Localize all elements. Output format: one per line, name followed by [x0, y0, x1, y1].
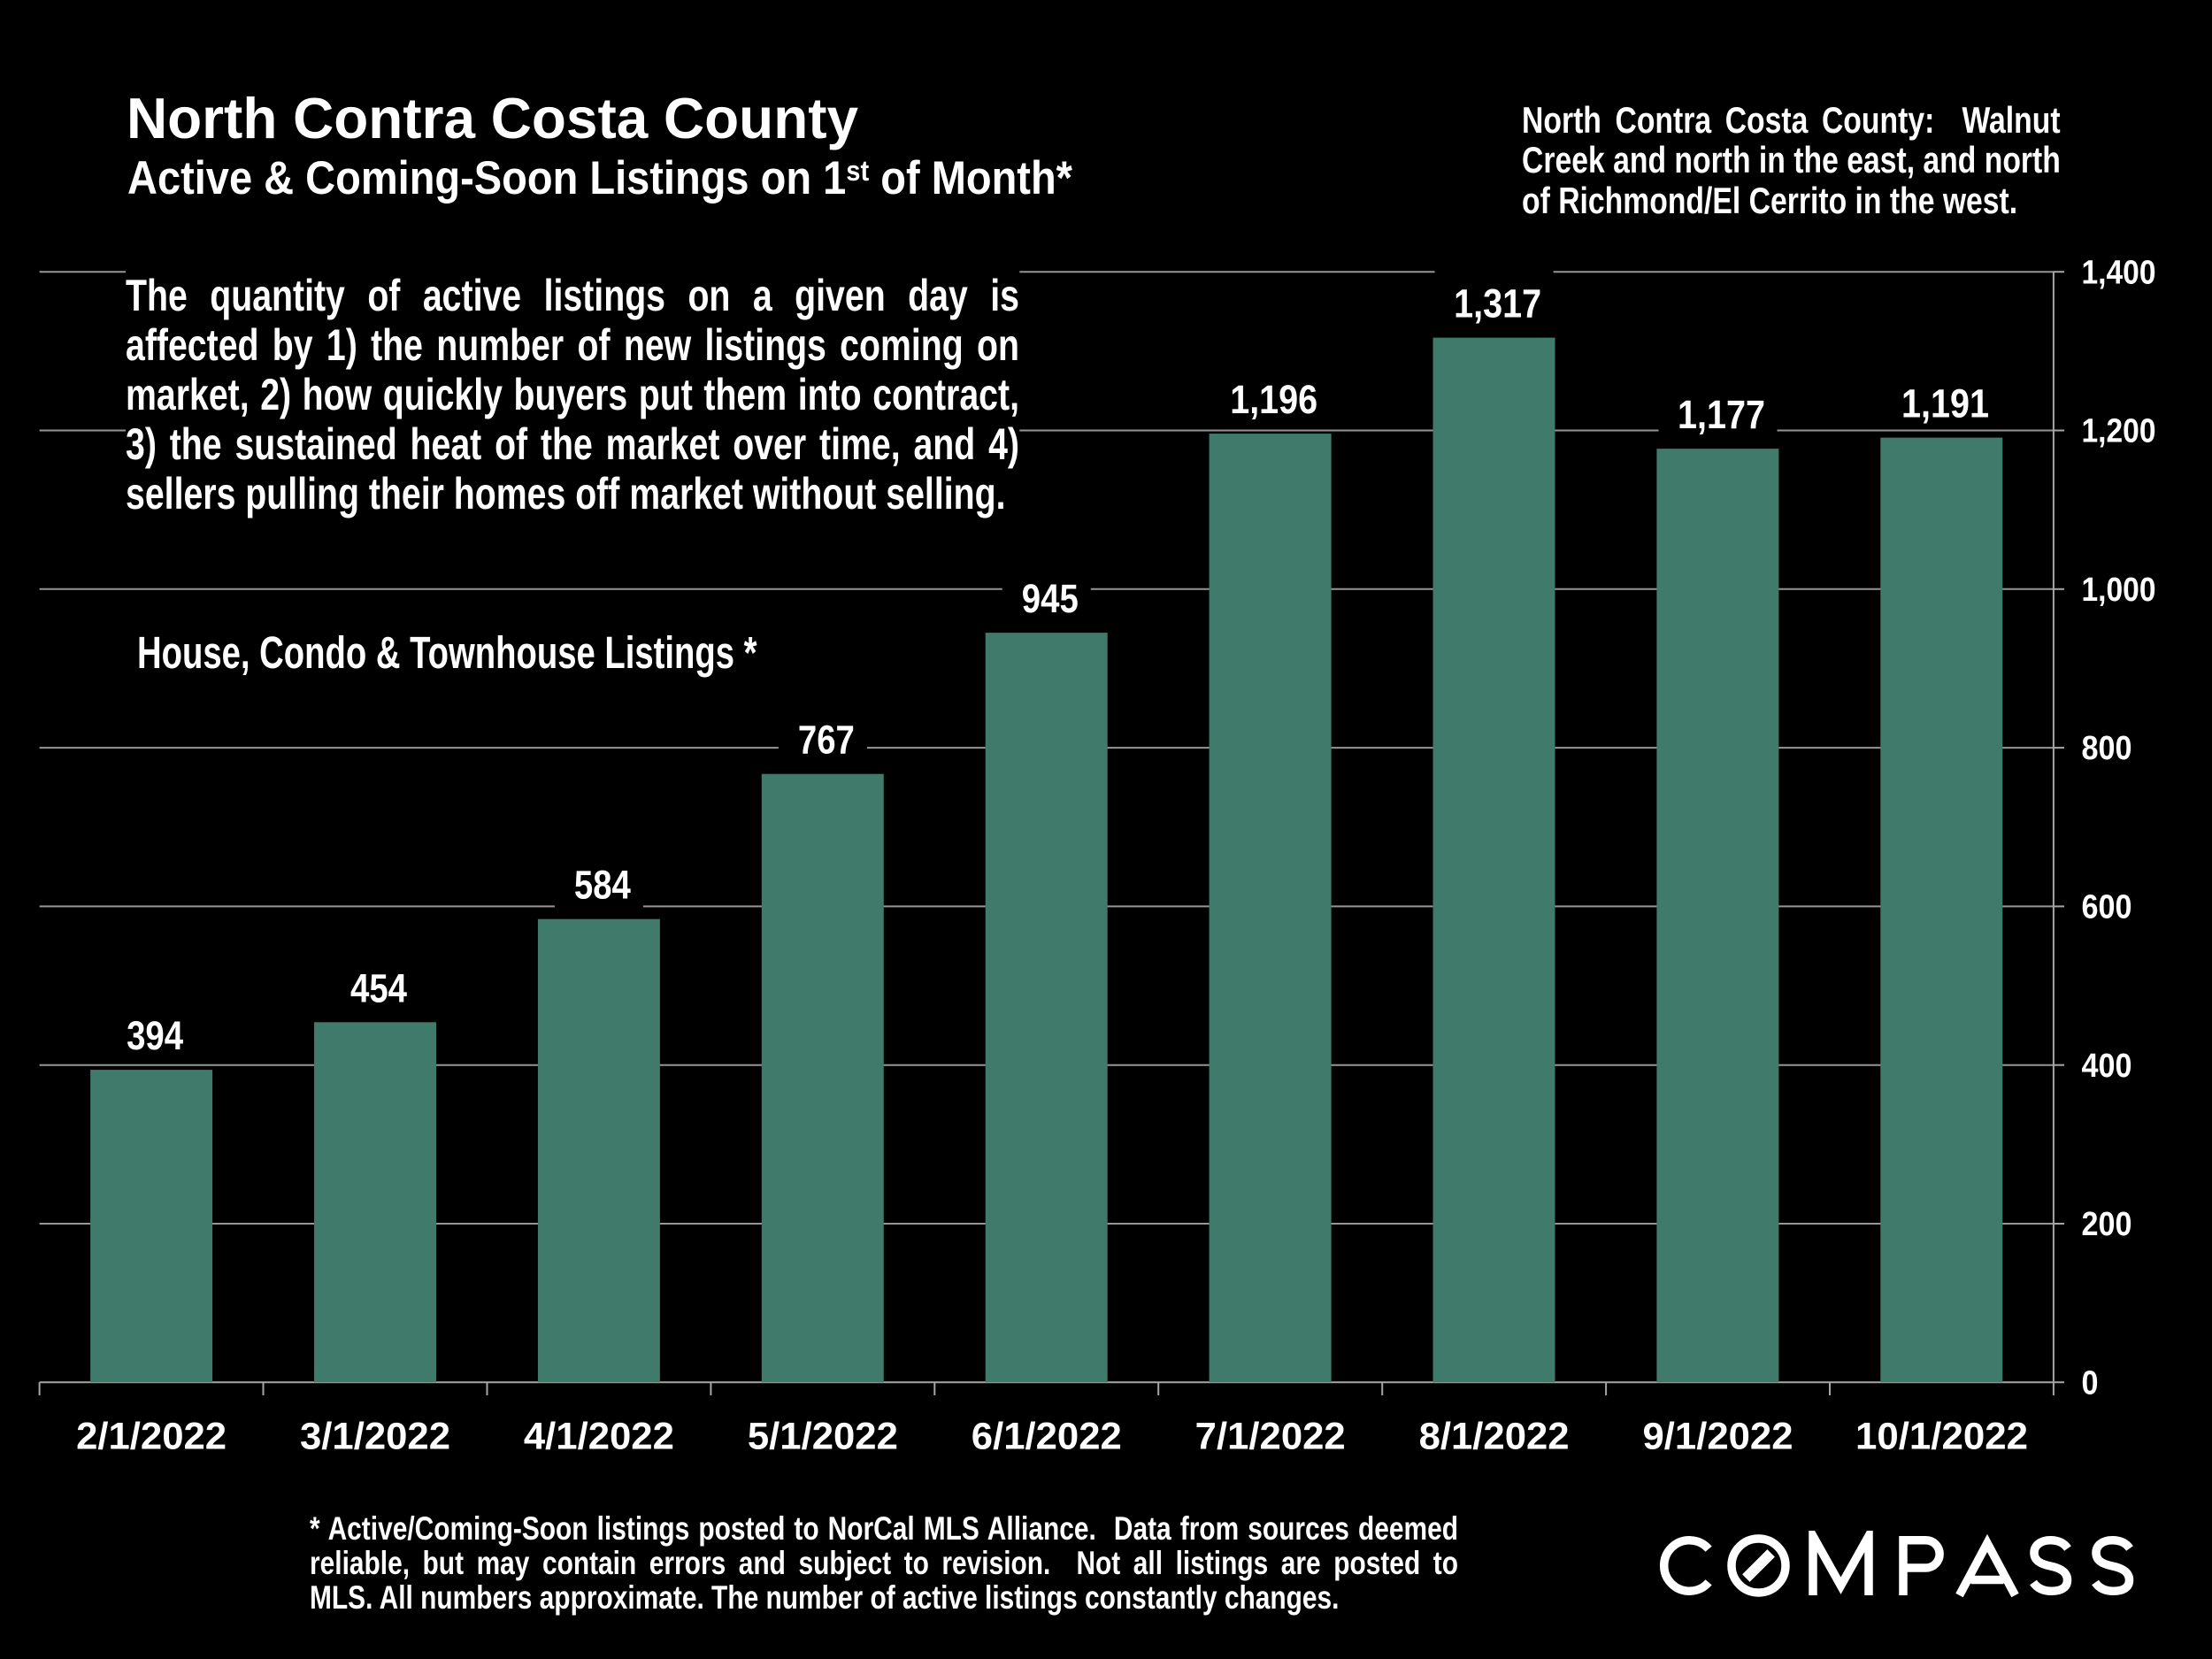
svg-text:454: 454 — [350, 965, 407, 1010]
svg-text:1,196: 1,196 — [1230, 377, 1317, 422]
svg-text:1,200: 1,200 — [2082, 413, 2156, 450]
svg-text:7/1/2022: 7/1/2022 — [1195, 1416, 1346, 1458]
svg-text:3/1/2022: 3/1/2022 — [300, 1416, 450, 1458]
svg-text:8/1/2022: 8/1/2022 — [1419, 1416, 1570, 1458]
svg-text:1,177: 1,177 — [1678, 392, 1765, 437]
svg-text:0: 0 — [2082, 1364, 2099, 1402]
svg-text:1,400: 1,400 — [2082, 254, 2156, 291]
svg-text:584: 584 — [574, 863, 631, 908]
svg-text:800: 800 — [2082, 730, 2132, 767]
svg-text:9/1/2022: 9/1/2022 — [1643, 1416, 1793, 1458]
svg-text:767: 767 — [798, 718, 855, 763]
svg-text:5/1/2022: 5/1/2022 — [748, 1416, 898, 1458]
svg-text:400: 400 — [2082, 1048, 2132, 1085]
svg-text:200: 200 — [2082, 1206, 2132, 1243]
svg-text:1,191: 1,191 — [1901, 381, 1989, 426]
svg-text:394: 394 — [127, 1013, 183, 1058]
svg-text:945: 945 — [1022, 576, 1079, 621]
svg-text:600: 600 — [2082, 889, 2132, 926]
svg-text:1,000: 1,000 — [2082, 572, 2156, 609]
svg-text:2/1/2022: 2/1/2022 — [76, 1416, 227, 1458]
svg-text:6/1/2022: 6/1/2022 — [972, 1416, 1122, 1458]
svg-text:10/1/2022: 10/1/2022 — [1855, 1416, 2028, 1458]
svg-text:1,317: 1,317 — [1454, 281, 1541, 326]
svg-text:4/1/2022: 4/1/2022 — [524, 1416, 674, 1458]
